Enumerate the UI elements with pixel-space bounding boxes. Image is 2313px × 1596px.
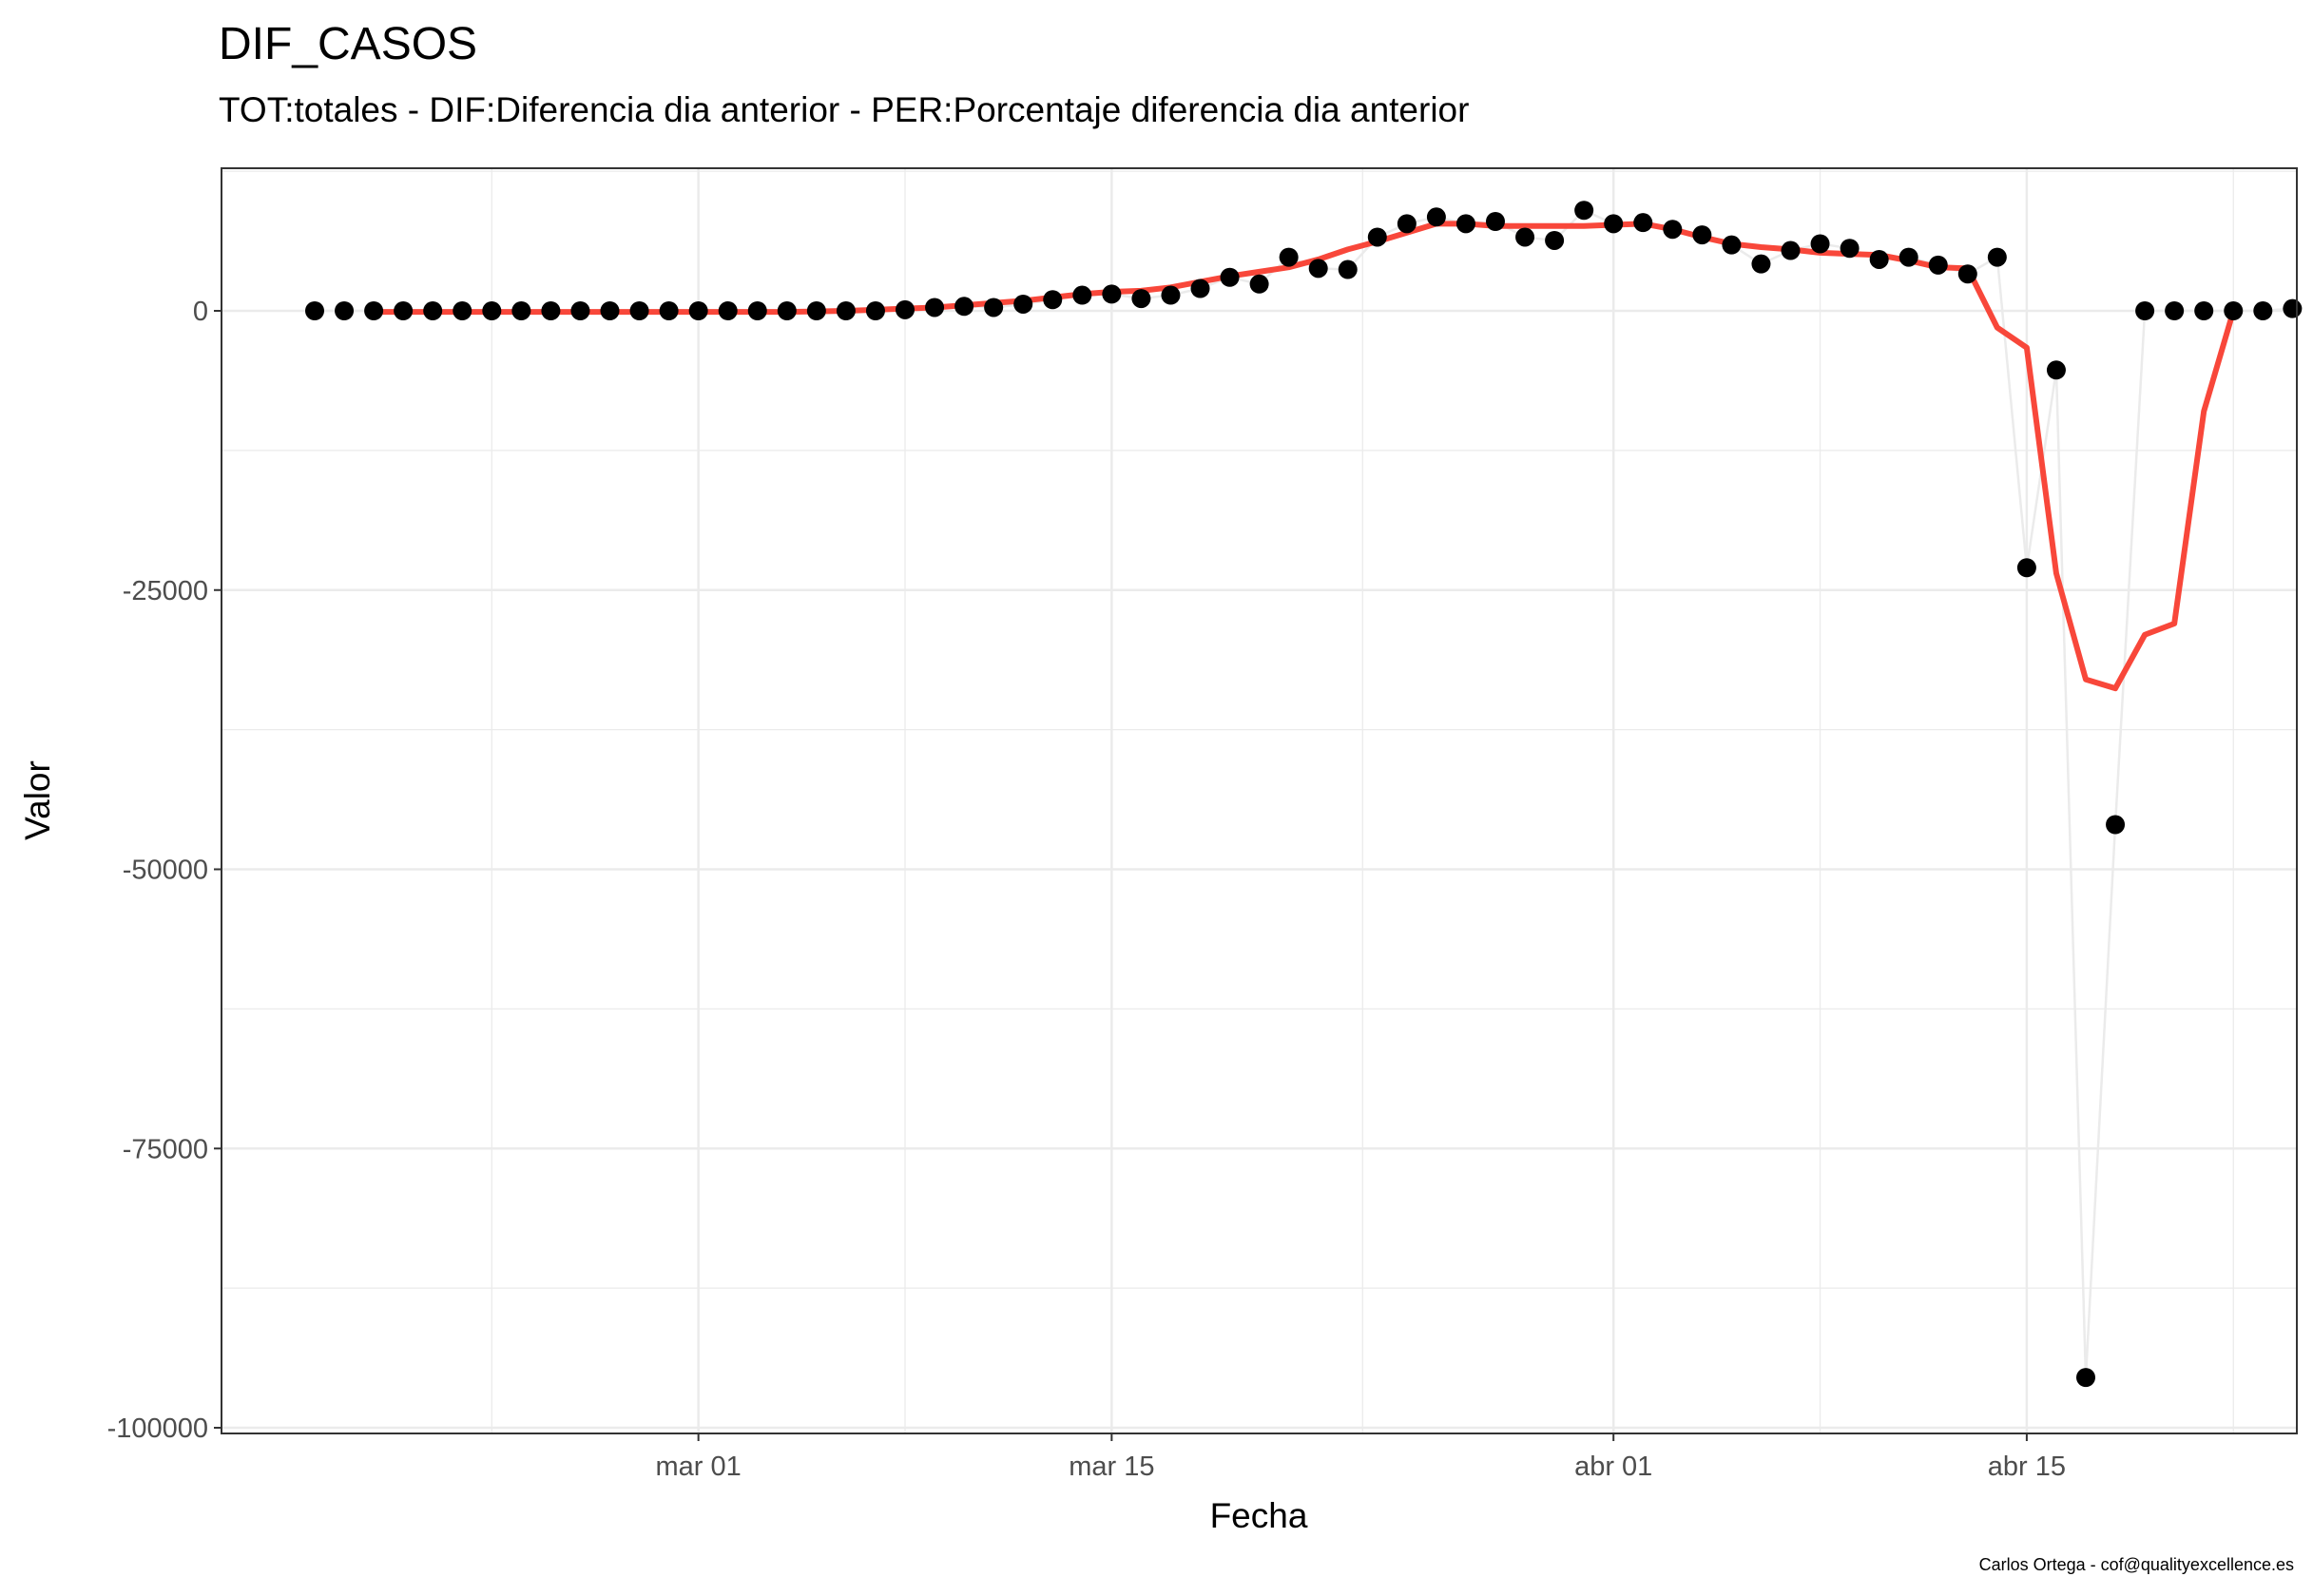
smooth-line-path — [371, 221, 2237, 692]
data-point — [1899, 247, 1918, 267]
minor-gridlines — [222, 168, 2297, 1433]
data-point — [1367, 227, 1387, 247]
x-tick-label: mar 01 — [656, 1452, 742, 1482]
data-point — [2283, 298, 2303, 318]
data-point — [1013, 294, 1033, 314]
x-axis-title: Fecha — [1210, 1496, 1308, 1535]
data-point — [1426, 207, 1446, 227]
data-point — [747, 301, 767, 320]
data-point — [453, 301, 472, 320]
data-point — [1574, 201, 1594, 221]
data-point — [629, 301, 649, 320]
data-point — [896, 299, 915, 319]
data-point — [2224, 301, 2244, 320]
data-point — [1810, 234, 1830, 254]
data-point — [1338, 260, 1358, 279]
data-point — [1692, 225, 1712, 245]
data-point — [1308, 259, 1328, 279]
data-point — [925, 298, 945, 317]
data-point — [2016, 558, 2036, 578]
data-point — [1840, 239, 1860, 259]
plot-panel — [221, 167, 2303, 1434]
data-point — [777, 301, 797, 320]
panel-border — [221, 167, 2298, 1434]
data-point — [2046, 360, 2066, 380]
data-point — [1455, 214, 1475, 234]
data-point — [1545, 230, 1565, 250]
data-point — [1781, 240, 1801, 260]
data-point — [1722, 235, 1742, 255]
x-tick-label: mar 15 — [1069, 1452, 1154, 1482]
data-point — [1987, 247, 2007, 267]
data-point — [1869, 249, 1889, 269]
data-point — [423, 301, 443, 320]
data-point — [1397, 214, 1417, 234]
data-point — [2165, 301, 2185, 320]
data-point — [1604, 214, 1624, 234]
data-point — [1515, 227, 1535, 247]
x-axis: mar 01 mar 15 abr 01 abr 15 — [656, 1433, 2066, 1482]
data-point — [570, 301, 590, 320]
data-points — [305, 201, 2303, 1388]
data-point — [1279, 247, 1299, 267]
data-point — [1161, 285, 1181, 305]
data-point — [1131, 289, 1151, 309]
data-point — [2076, 1368, 2095, 1388]
y-tick-label: -100000 — [107, 1413, 208, 1444]
major-gridlines — [222, 168, 2297, 1433]
data-point — [1043, 290, 1063, 310]
data-point — [2135, 301, 2155, 320]
x-tick-label: abr 01 — [1574, 1452, 1652, 1482]
chart-title: DIF_CASOS — [219, 19, 477, 69]
data-point — [1633, 213, 1653, 233]
data-point — [954, 297, 974, 317]
data-point — [1957, 264, 1977, 284]
data-point — [1928, 255, 1948, 275]
y-tick-label: -25000 — [123, 576, 208, 606]
data-point — [2106, 815, 2126, 835]
data-point — [836, 301, 856, 320]
data-point — [2194, 301, 2214, 320]
data-point — [394, 301, 414, 320]
y-axis-title: Valor — [18, 760, 57, 840]
data-point — [541, 301, 561, 320]
y-axis: 0 -25000 -50000 -75000 -100000 — [107, 297, 222, 1444]
data-point — [511, 301, 531, 320]
data-point — [1190, 279, 1210, 298]
data-point — [600, 301, 620, 320]
smoothed-series-line — [371, 221, 2237, 692]
data-point — [2253, 301, 2273, 320]
data-point — [1249, 274, 1269, 294]
data-point — [482, 301, 502, 320]
data-point — [865, 301, 885, 320]
data-point — [1486, 212, 1505, 231]
chart-caption: Carlos Ortega - cof@qualityexcellence.es — [1979, 1555, 2294, 1574]
y-tick-label: -50000 — [123, 856, 208, 886]
x-tick-label: abr 15 — [1988, 1452, 2066, 1482]
y-tick-label: -75000 — [123, 1134, 208, 1164]
data-point — [1102, 284, 1122, 304]
raw-line-path — [315, 208, 2293, 1378]
data-point — [335, 301, 355, 320]
data-point — [984, 298, 1004, 317]
y-tick-label: 0 — [193, 297, 208, 327]
data-point — [718, 301, 738, 320]
data-point — [305, 301, 324, 320]
data-point — [806, 301, 826, 320]
data-point — [1220, 267, 1240, 287]
data-point — [364, 301, 384, 320]
data-point — [1072, 285, 1092, 305]
raw-series-line — [315, 208, 2293, 1378]
chart-subtitle: TOT:totales - DIF:Diferencia dia anterio… — [219, 90, 1469, 129]
data-point — [659, 301, 679, 320]
data-point — [1663, 220, 1683, 240]
data-point — [688, 301, 708, 320]
data-point — [1751, 254, 1771, 274]
